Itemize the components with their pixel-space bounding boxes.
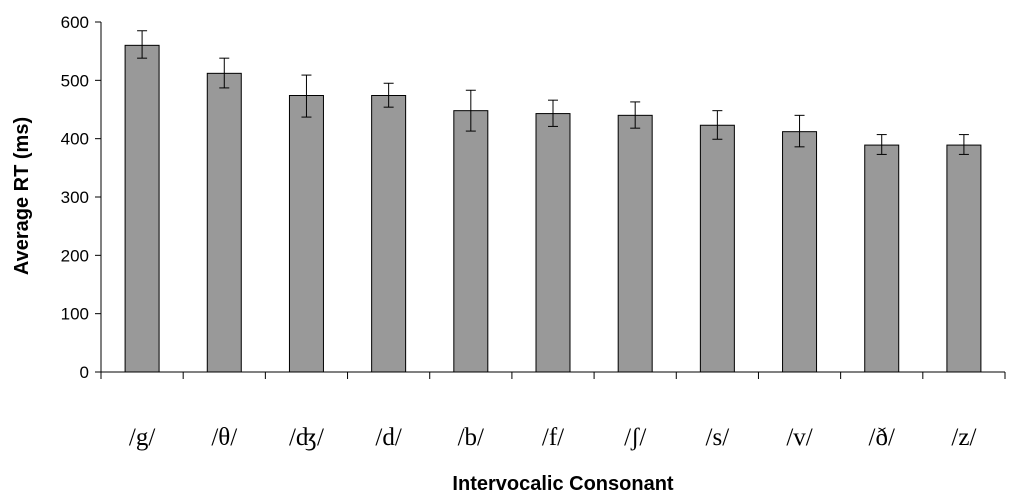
x-category-label: /ʃ/: [624, 424, 646, 451]
x-ticks-layer: [100, 372, 1006, 379]
y-ticks-layer: 0 100 200 300 400 500 600: [61, 13, 101, 382]
bar: [535, 113, 571, 373]
y-axis-title: Average RT (ms): [11, 117, 33, 275]
y-tick-label: 600: [61, 13, 89, 32]
y-tick-label: 500: [61, 71, 89, 90]
y-tick-label: 100: [61, 305, 89, 324]
x-category-label: /g/: [129, 424, 155, 451]
y-tick-label: 400: [61, 130, 89, 149]
bar: [124, 44, 160, 373]
bar: [864, 144, 900, 373]
bar: [699, 124, 735, 373]
x-axis-title: Intervocalic Consonant: [452, 473, 673, 495]
x-category-label: /ð/: [869, 424, 895, 451]
bar: [617, 114, 653, 373]
x-category-label: /s/: [706, 424, 730, 451]
x-category-label: /d/: [375, 424, 401, 451]
bar: [946, 144, 982, 373]
x-category-label: /z/: [951, 424, 976, 451]
x-category-label: /ʤ/: [289, 424, 324, 451]
bar: [288, 95, 324, 373]
bar: [371, 95, 407, 373]
bar: [782, 131, 818, 373]
y-tick-label: 200: [61, 246, 89, 265]
x-category-label: /f/: [542, 424, 564, 451]
bar: [453, 110, 489, 373]
bar: [206, 72, 242, 373]
category-labels-layer: /g/ /θ/ /ʤ/ /d/ /b/ /f/ /ʃ/ /s/ /v/ /ð/ /z/: [129, 424, 977, 451]
error-bars-layer: [137, 30, 969, 155]
x-category-label: /θ/: [211, 424, 237, 451]
x-category-label: /v/: [786, 424, 812, 451]
y-tick-label: 0: [80, 363, 89, 382]
x-category-label: /b/: [458, 424, 484, 451]
bars-layer: [124, 44, 982, 373]
y-tick-label: 300: [61, 188, 89, 207]
